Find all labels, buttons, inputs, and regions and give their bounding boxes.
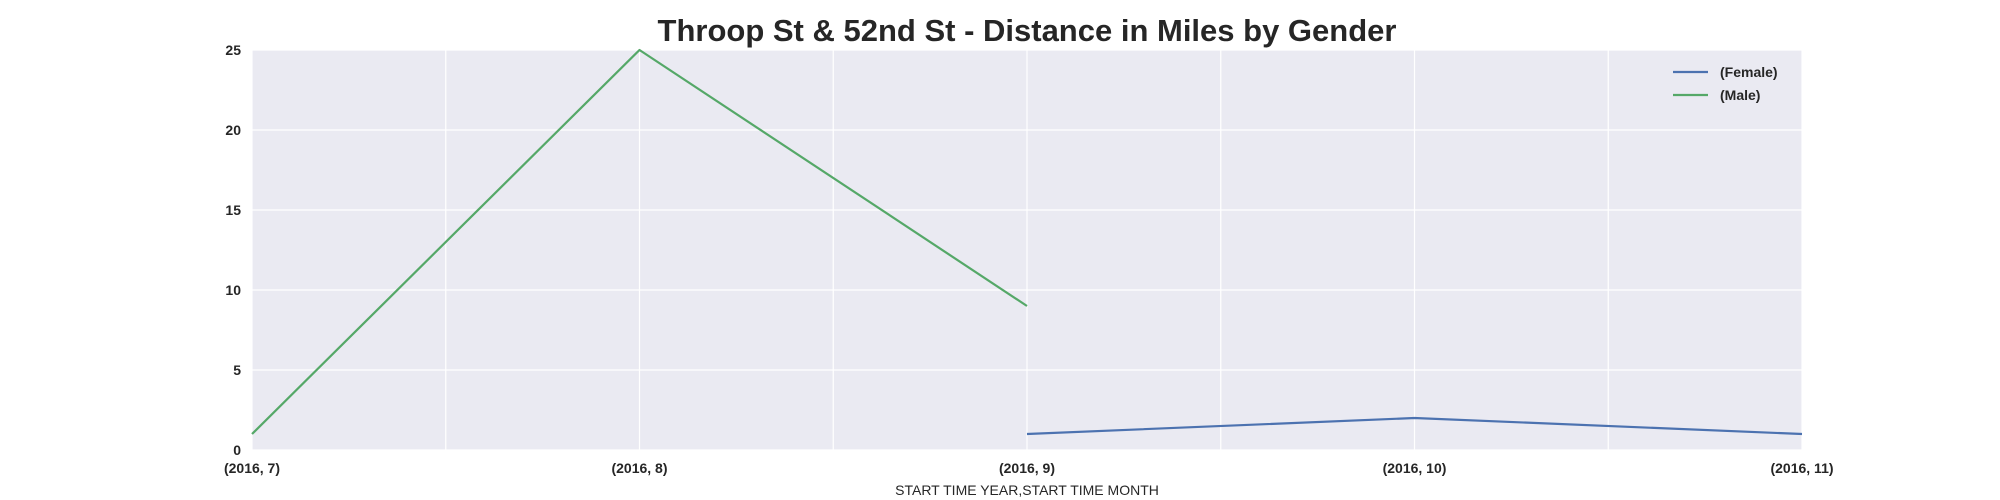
y-tick-label: 0 — [233, 442, 241, 458]
y-tick-label: 25 — [225, 42, 241, 58]
series-line-male — [251, 48, 1028, 435]
legend: (Female) (Male) — [1673, 64, 1778, 103]
x-tick-label: (2016, 8) — [611, 460, 667, 476]
x-tick-label: (2016, 7) — [224, 460, 280, 476]
x-tick-label: (2016, 11) — [1770, 460, 1833, 476]
series-lines — [251, 48, 1803, 436]
legend-label: (Female) — [1720, 64, 1778, 80]
x-tick-label: (2016, 9) — [999, 460, 1055, 476]
legend-label: (Male) — [1720, 87, 1760, 103]
y-tick-label: 10 — [225, 282, 241, 298]
y-tick-label: 15 — [225, 202, 241, 218]
y-tick-label: 20 — [225, 122, 241, 138]
grid-lines — [251, 49, 1803, 451]
x-axis-label: START TIME YEAR,START TIME MONTH — [895, 482, 1159, 498]
series-line-female — [1026, 416, 1803, 436]
x-tick-label: (2016, 10) — [1383, 460, 1447, 476]
y-tick-labels: 0 5 10 15 20 25 — [225, 42, 241, 458]
chart-title: Throop St & 52nd St - Distance in Miles … — [658, 13, 1397, 48]
y-tick-label: 5 — [233, 362, 241, 378]
x-tick-labels: (2016, 7) (2016, 8) (2016, 9) (2016, 10) (20… — [224, 460, 1834, 476]
